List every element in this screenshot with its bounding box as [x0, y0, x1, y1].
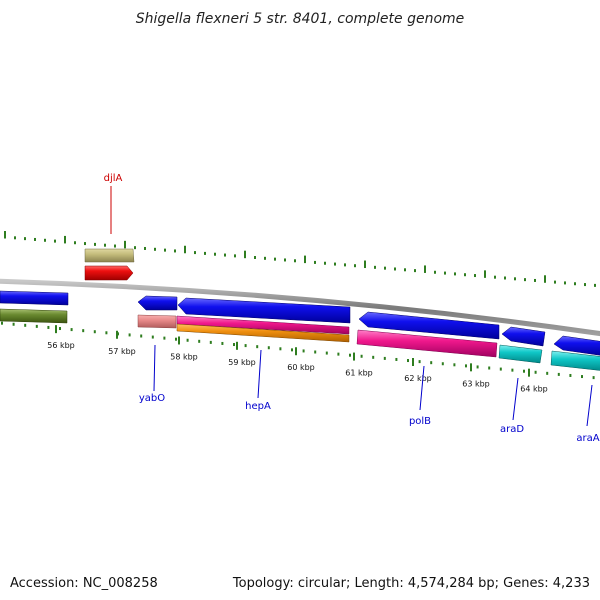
map-title: Shigella flexneri 5 str. 8401, complete …	[136, 11, 465, 27]
forward-strand-features	[84, 248, 135, 281]
upper-scale-ticks	[4, 231, 596, 287]
forward-feature-olive[interactable]	[84, 248, 135, 263]
kbp-tick-label: 61 kbp	[345, 369, 373, 378]
gene-leader-lines	[110, 186, 593, 427]
kbp-tick-label: 62 kbp	[404, 374, 432, 383]
gene-label-araA[interactable]: araA	[576, 433, 599, 444]
hepA-leader-line	[257, 349, 262, 399]
gene-label-djlA[interactable]: djlA	[104, 173, 123, 184]
polB-gene-arrow[interactable]	[358, 311, 500, 340]
lower-scale-ticks	[1, 321, 595, 380]
reverse-feature-blue-left[interactable]	[0, 290, 69, 306]
kbp-tick-label: 58 kbp	[170, 352, 198, 361]
kbp-tick-label: 60 kbp	[287, 363, 315, 372]
gene-label-yabO[interactable]: yabO	[139, 393, 165, 404]
araD-feature-cyan[interactable]	[498, 344, 543, 364]
djlA-gene-arrow[interactable]	[84, 265, 134, 281]
genome-backbone	[0, 278, 600, 337]
reverse-feature-green-left[interactable]	[0, 308, 68, 324]
polB-feature-pink[interactable]	[356, 329, 498, 358]
scale-tick-labels: 56 kbp 57 kbp 58 kbp 59 kbp 60 kbp 61 kbp 62 k…	[47, 341, 548, 394]
kbp-tick-label: 63 kbp	[462, 379, 490, 388]
gene-labels: djlA yabO hepA polB araD araA	[104, 173, 600, 444]
araA-leader-line	[586, 384, 593, 427]
gene-label-hepA[interactable]: hepA	[245, 401, 271, 412]
accession-text: Accession: NC_008258	[10, 576, 158, 591]
polB-leader-line	[419, 365, 425, 411]
yabO-leader-line	[153, 344, 156, 392]
yabO-feature-salmon[interactable]	[137, 314, 177, 329]
araA-feature-cyan[interactable]	[550, 350, 600, 371]
kbp-tick-label: 64 kbp	[520, 385, 548, 394]
araD-leader-line	[512, 377, 519, 421]
yabO-gene-arrow[interactable]	[137, 295, 178, 311]
reverse-strand-features	[0, 290, 600, 371]
araD-gene-arrow[interactable]	[501, 326, 546, 347]
kbp-tick-label: 57 kbp	[108, 347, 136, 356]
gene-label-araD[interactable]: araD	[500, 424, 524, 435]
hepA-feature-orange[interactable]	[176, 323, 350, 343]
gene-label-polB[interactable]: polB	[409, 416, 431, 427]
hepA-feature-pink[interactable]	[176, 315, 350, 335]
hepA-gene-arrow[interactable]	[177, 297, 351, 324]
kbp-tick-label: 59 kbp	[228, 358, 256, 367]
araA-gene-arrow[interactable]	[553, 335, 600, 356]
kbp-tick-label: 56 kbp	[47, 341, 75, 350]
genome-summary-text: Topology: circular; Length: 4,574,284 bp…	[232, 576, 590, 591]
